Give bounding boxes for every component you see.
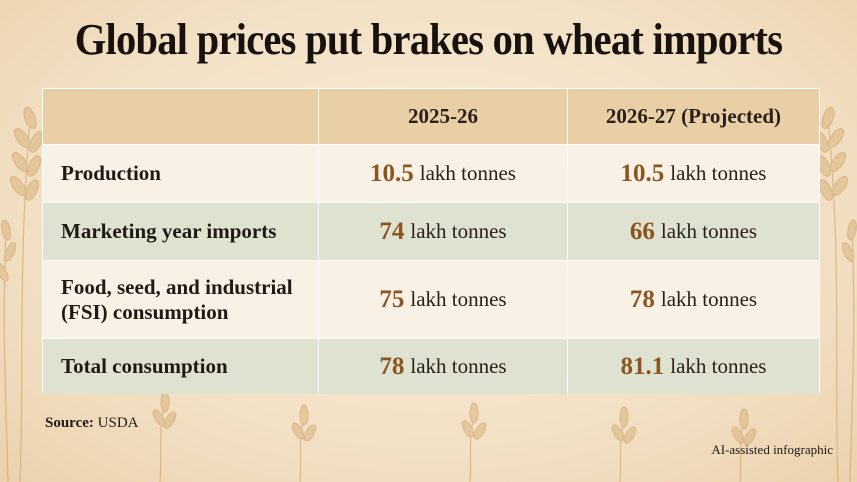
page-title: Global prices put brakes on wheat import… xyxy=(74,15,783,64)
row-label-total: Total consumption xyxy=(61,354,228,378)
table-header-row: 2025-26 2026-27 (Projected) xyxy=(43,89,819,145)
value-unit: lakh tonnes xyxy=(670,161,767,185)
value-number: 74 xyxy=(379,217,405,245)
value-unit: lakh tonnes xyxy=(670,354,767,378)
value-number: 81.1 xyxy=(620,352,665,380)
value-number: 75 xyxy=(379,285,405,313)
value-unit: lakh tonnes xyxy=(410,354,507,378)
row-label-production: Production xyxy=(61,161,161,185)
value-unit: lakh tonnes xyxy=(660,287,758,311)
table-row: Marketing year imports 74 lakh tonnes 66 l… xyxy=(43,203,819,261)
row-label-fsi-line1: Food, seed, and industrial xyxy=(61,274,293,299)
value-unit: lakh tonnes xyxy=(660,219,758,243)
value-unit: lakh tonnes xyxy=(410,287,507,311)
table-row: Total consumption 78 lakh tonnes 81.1 lakh… xyxy=(43,339,819,394)
value-number: 66 xyxy=(629,217,655,245)
source-label: Source: xyxy=(45,415,94,431)
value-number: 10.5 xyxy=(370,159,414,187)
header-cell-2025-26: 2025-26 xyxy=(319,89,568,145)
credit-note: AI-assisted infographic xyxy=(711,442,833,457)
value-number: 78 xyxy=(629,285,655,313)
value-unit: lakh tonnes xyxy=(410,219,507,243)
header-cell-2026-27: 2026-27 (Projected) xyxy=(568,89,819,145)
source-note: Source: USDA xyxy=(45,415,138,432)
table-row: Food, seed, and industrial (FSI) consump… xyxy=(43,261,819,339)
value-number: 78 xyxy=(379,352,405,380)
value-number: 10.5 xyxy=(620,159,665,187)
row-label-imports: Marketing year imports xyxy=(61,219,277,243)
value-unit: lakh tonnes xyxy=(419,161,516,185)
table-row: Production 10.5 lakh tonnes 10.5 lakh tonn… xyxy=(43,145,819,203)
header-cell-empty xyxy=(43,89,319,145)
source-value: USDA xyxy=(97,415,139,431)
data-table: 2025-26 2026-27 (Projected) Production 1… xyxy=(42,88,820,394)
row-label-fsi-line2: (FSI) consumption xyxy=(61,299,229,324)
row-label-fsi: Food, seed, and industrial (FSI) consump… xyxy=(61,275,293,325)
